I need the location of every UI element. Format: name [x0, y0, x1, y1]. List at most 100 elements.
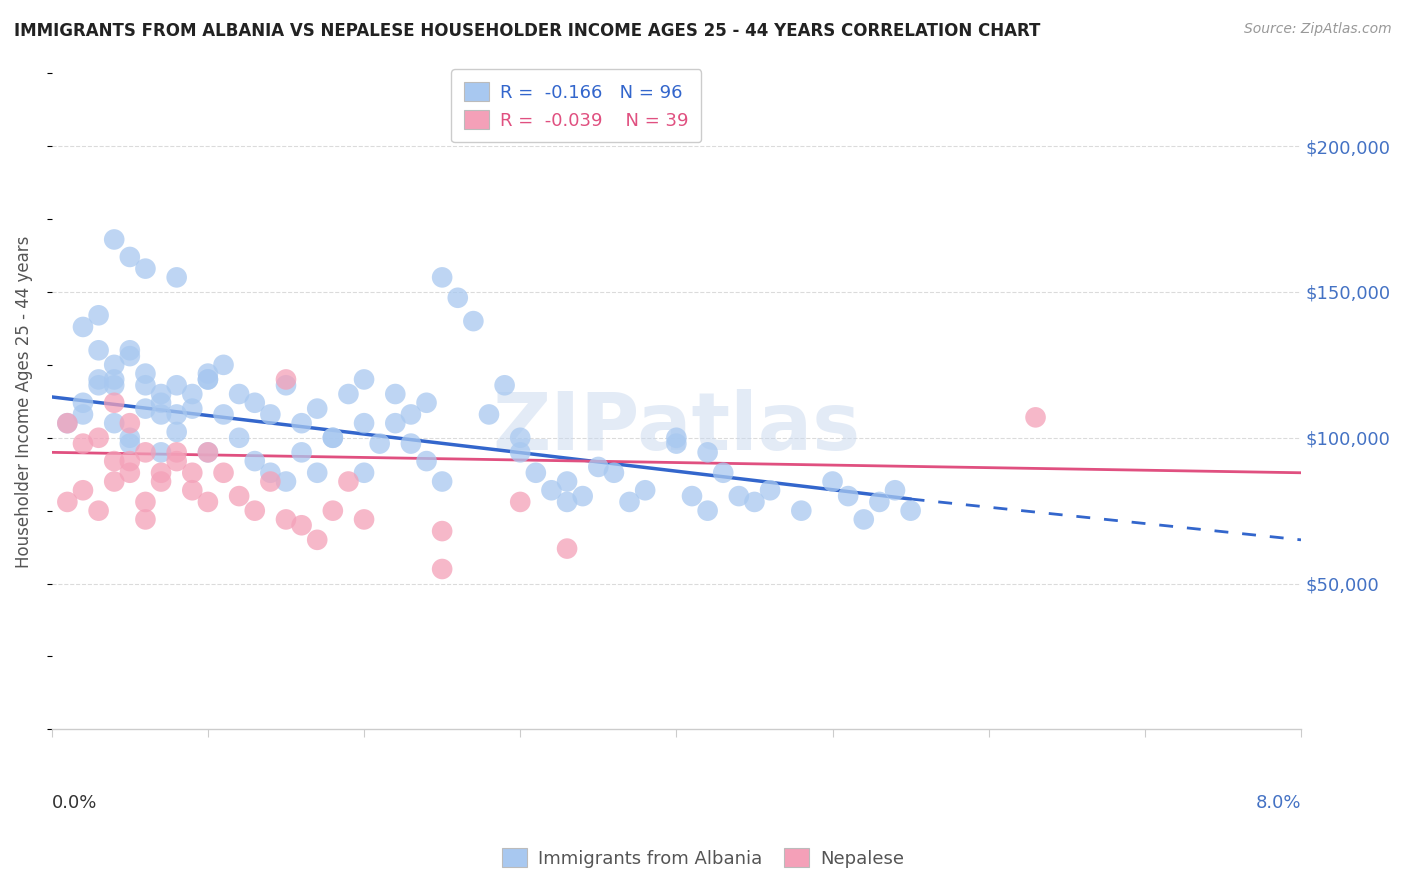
Point — [87, 431, 110, 445]
Point — [900, 504, 922, 518]
Point — [243, 454, 266, 468]
Point — [181, 483, 204, 498]
Point — [274, 512, 297, 526]
Point — [103, 475, 125, 489]
Point — [696, 445, 718, 459]
Point — [430, 270, 453, 285]
Point — [727, 489, 749, 503]
Point — [150, 445, 173, 459]
Point — [150, 466, 173, 480]
Point — [478, 408, 501, 422]
Point — [181, 387, 204, 401]
Point — [134, 367, 156, 381]
Y-axis label: Householder Income Ages 25 - 44 years: Householder Income Ages 25 - 44 years — [15, 235, 32, 567]
Point — [134, 445, 156, 459]
Point — [259, 475, 281, 489]
Text: ZIPatlas: ZIPatlas — [492, 389, 860, 467]
Point — [72, 408, 94, 422]
Point — [150, 396, 173, 410]
Point — [744, 495, 766, 509]
Point — [166, 270, 188, 285]
Point — [166, 454, 188, 468]
Point — [274, 372, 297, 386]
Point — [291, 518, 314, 533]
Point — [868, 495, 890, 509]
Point — [72, 483, 94, 498]
Point — [322, 431, 344, 445]
Point — [118, 349, 141, 363]
Point — [291, 445, 314, 459]
Text: IMMIGRANTS FROM ALBANIA VS NEPALESE HOUSEHOLDER INCOME AGES 25 - 44 YEARS CORREL: IMMIGRANTS FROM ALBANIA VS NEPALESE HOUS… — [14, 22, 1040, 40]
Point — [368, 436, 391, 450]
Point — [212, 466, 235, 480]
Point — [197, 372, 219, 386]
Point — [399, 408, 422, 422]
Point — [197, 495, 219, 509]
Point — [884, 483, 907, 498]
Point — [103, 372, 125, 386]
Point — [166, 378, 188, 392]
Point — [509, 445, 531, 459]
Point — [353, 372, 375, 386]
Point — [118, 250, 141, 264]
Point — [150, 387, 173, 401]
Point — [322, 504, 344, 518]
Point — [681, 489, 703, 503]
Point — [118, 343, 141, 358]
Point — [353, 512, 375, 526]
Point — [337, 387, 360, 401]
Point — [291, 416, 314, 430]
Point — [274, 378, 297, 392]
Point — [56, 495, 79, 509]
Point — [588, 459, 610, 474]
Point — [181, 466, 204, 480]
Point — [415, 454, 437, 468]
Point — [118, 416, 141, 430]
Point — [118, 466, 141, 480]
Point — [509, 495, 531, 509]
Legend: Immigrants from Albania, Nepalese: Immigrants from Albania, Nepalese — [491, 837, 915, 879]
Point — [72, 320, 94, 334]
Point — [603, 466, 626, 480]
Point — [837, 489, 859, 503]
Point — [103, 378, 125, 392]
Point — [243, 504, 266, 518]
Point — [181, 401, 204, 416]
Point — [494, 378, 516, 392]
Point — [134, 401, 156, 416]
Point — [259, 466, 281, 480]
Point — [212, 358, 235, 372]
Point — [228, 431, 250, 445]
Point — [353, 466, 375, 480]
Point — [118, 454, 141, 468]
Point — [87, 372, 110, 386]
Point — [307, 466, 329, 480]
Point — [212, 408, 235, 422]
Point — [509, 431, 531, 445]
Point — [166, 408, 188, 422]
Point — [384, 387, 406, 401]
Point — [103, 396, 125, 410]
Point — [555, 541, 578, 556]
Text: 0.0%: 0.0% — [52, 794, 97, 812]
Point — [103, 232, 125, 246]
Point — [322, 431, 344, 445]
Point — [197, 445, 219, 459]
Point — [56, 416, 79, 430]
Point — [696, 504, 718, 518]
Point — [415, 396, 437, 410]
Point — [463, 314, 485, 328]
Point — [337, 475, 360, 489]
Point — [430, 562, 453, 576]
Point — [134, 378, 156, 392]
Point — [555, 495, 578, 509]
Point — [103, 416, 125, 430]
Point — [307, 401, 329, 416]
Point — [852, 512, 875, 526]
Point — [134, 495, 156, 509]
Point — [197, 445, 219, 459]
Point — [447, 291, 470, 305]
Point — [150, 408, 173, 422]
Point — [307, 533, 329, 547]
Point — [243, 396, 266, 410]
